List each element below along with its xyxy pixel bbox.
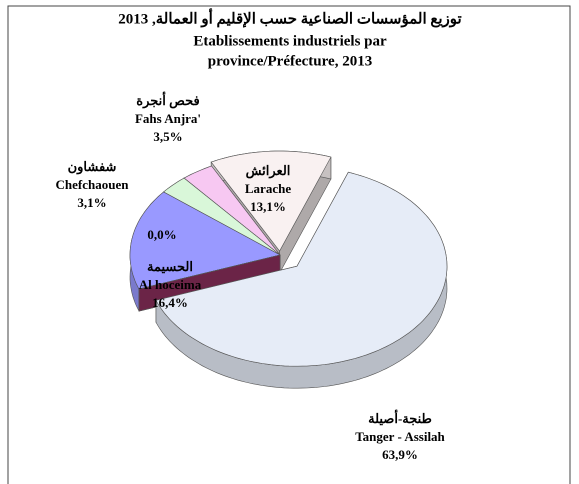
value-label: 3,5% bbox=[153, 129, 182, 144]
value-label: 0,0% bbox=[147, 227, 176, 242]
slice-label: Chefchaouen bbox=[56, 177, 130, 192]
value-label: 13,1% bbox=[250, 199, 286, 214]
slice bbox=[155, 171, 448, 389]
slice-label: طنجة-أصيلة bbox=[368, 410, 432, 426]
slice-label: Larache bbox=[245, 181, 291, 196]
slice-label: Al hoceima bbox=[139, 277, 202, 292]
slice-top bbox=[138, 254, 281, 290]
value-label: 3,1% bbox=[77, 195, 106, 210]
slice-top bbox=[155, 171, 448, 367]
slice-label: العرائش bbox=[246, 163, 291, 179]
slice-top bbox=[163, 177, 281, 256]
slice-label: الحسيمة bbox=[147, 259, 193, 274]
slice-top bbox=[183, 165, 281, 256]
chart-title: province/Préfecture, 2013 bbox=[208, 53, 372, 69]
slice-label: شفشاون bbox=[68, 159, 117, 175]
value-label: 16,4% bbox=[152, 295, 188, 310]
slice-top bbox=[210, 150, 332, 252]
slice-label: Tanger - Assilah bbox=[355, 429, 445, 444]
slice-label: Fahs Anjra' bbox=[135, 111, 201, 126]
chart-title: Etablissements industriels par bbox=[193, 33, 387, 49]
chart-title: توزيع المؤسسات الصناعية حسب الإقليم أو ا… bbox=[118, 7, 461, 27]
value-label: 63,9% bbox=[382, 447, 418, 462]
slice-top bbox=[129, 191, 281, 290]
slice-label: فحص أنجرة bbox=[136, 92, 199, 109]
